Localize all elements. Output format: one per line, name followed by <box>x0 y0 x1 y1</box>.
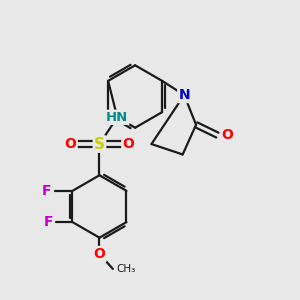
Text: O: O <box>221 128 233 142</box>
Text: F: F <box>43 215 53 229</box>
Text: O: O <box>65 137 76 151</box>
Text: S: S <box>94 136 105 152</box>
Text: O: O <box>94 247 105 261</box>
Text: HN: HN <box>106 111 128 124</box>
Text: N: N <box>178 88 190 102</box>
Text: CH₃: CH₃ <box>116 264 136 274</box>
Text: O: O <box>122 137 134 151</box>
Text: F: F <box>41 184 51 198</box>
